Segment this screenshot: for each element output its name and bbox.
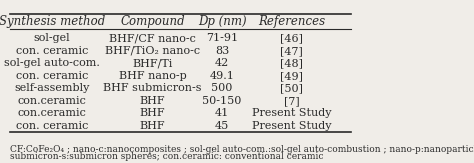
Text: self-assembly: self-assembly [14,83,90,93]
Text: sol-gel: sol-gel [34,33,70,43]
Text: 42: 42 [215,58,229,68]
Text: Compound: Compound [120,15,185,28]
Text: BHF/TiO₂ nano-c: BHF/TiO₂ nano-c [105,46,200,56]
Text: 49.1: 49.1 [210,71,235,81]
Text: [49]: [49] [280,71,303,81]
Text: Present Study: Present Study [252,121,331,131]
Text: BHF/CF nano-c: BHF/CF nano-c [109,33,196,43]
Text: BHF nano-p: BHF nano-p [119,71,186,81]
Text: BHF: BHF [140,121,165,131]
Text: Present Study: Present Study [252,108,331,119]
Text: con. ceramic: con. ceramic [16,46,88,56]
Text: Dp (nm): Dp (nm) [198,15,246,28]
Text: [46]: [46] [280,33,303,43]
Text: [48]: [48] [280,58,303,68]
Text: BHF/Ti: BHF/Ti [132,58,173,68]
Text: BHF submicron-s: BHF submicron-s [103,83,202,93]
Text: CF:CoFe₂O₄ ; nano-c:nanocomposites ; sol-gel auto-com.:sol-gel auto-combustion ;: CF:CoFe₂O₄ ; nano-c:nanocomposites ; sol… [10,146,474,155]
Text: BHF: BHF [140,96,165,106]
Text: [47]: [47] [280,46,303,56]
Text: con. ceramic: con. ceramic [16,71,88,81]
Text: 41: 41 [215,108,229,119]
Text: BHF: BHF [140,108,165,119]
Text: References: References [258,15,325,28]
Text: 500: 500 [211,83,233,93]
Text: con.ceramic: con.ceramic [18,96,86,106]
Text: [7]: [7] [283,96,300,106]
Text: 83: 83 [215,46,229,56]
Text: [50]: [50] [280,83,303,93]
Text: 45: 45 [215,121,229,131]
Text: Synthesis method: Synthesis method [0,15,105,28]
Text: 71-91: 71-91 [206,33,238,43]
Text: sol-gel auto-com.: sol-gel auto-com. [4,58,100,68]
Text: con. ceramic: con. ceramic [16,121,88,131]
Text: submicron-s:submicron spheres; con.ceramic: conventional ceramic: submicron-s:submicron spheres; con.ceram… [10,152,324,161]
Text: con.ceramic: con.ceramic [18,108,86,119]
Text: 50-150: 50-150 [202,96,242,106]
